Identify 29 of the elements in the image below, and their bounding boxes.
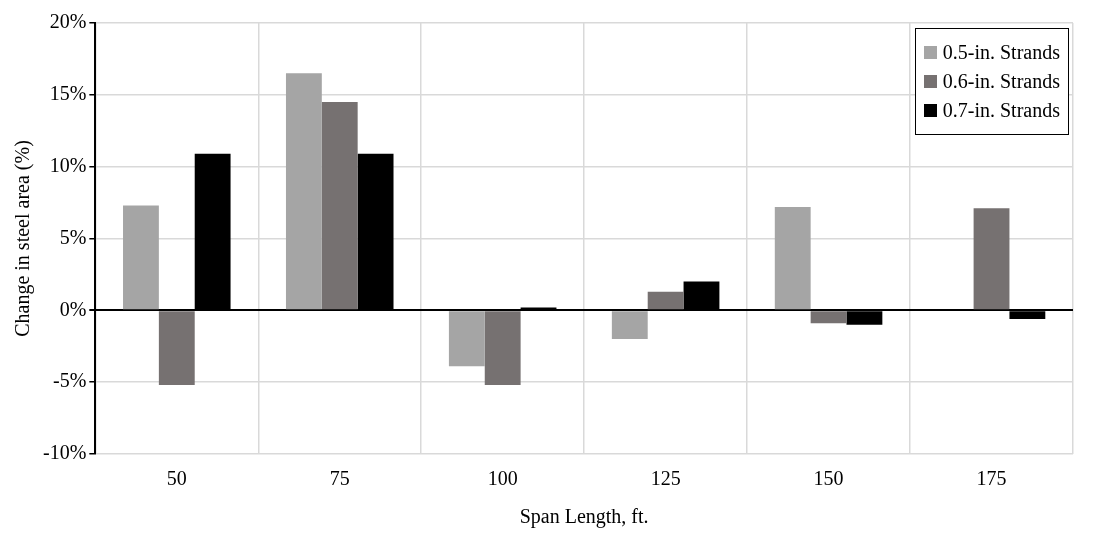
y-tick-label: -10% xyxy=(42,441,87,464)
x-tick-label: 125 xyxy=(650,467,681,490)
bar xyxy=(810,311,847,324)
x-tick-label: 150 xyxy=(813,467,844,490)
y-tick-label: 5% xyxy=(59,225,87,248)
bar xyxy=(647,291,684,310)
bar xyxy=(484,311,521,386)
legend-label: 0.5-in. Strands xyxy=(942,41,1060,64)
x-axis-title: Span Length, ft. xyxy=(519,505,649,529)
x-tick-label: 50 xyxy=(166,467,187,490)
x-tick-label: 100 xyxy=(487,467,518,490)
bar xyxy=(321,102,358,310)
y-axis-title: Change in steel area (%) xyxy=(11,140,35,337)
x-tick-label: 75 xyxy=(329,467,350,490)
bar xyxy=(158,311,195,386)
y-tick-label: 20% xyxy=(49,10,87,33)
y-tick-label: -5% xyxy=(52,369,87,392)
bar xyxy=(448,311,485,367)
bar xyxy=(611,311,648,340)
x-tick-label: 175 xyxy=(976,467,1007,490)
legend-label: 0.7-in. Strands xyxy=(942,99,1060,122)
bar xyxy=(774,206,811,310)
bar xyxy=(123,205,159,310)
y-tick-label: 15% xyxy=(49,82,87,105)
legend-label: 0.6-in. Strands xyxy=(942,70,1060,93)
bar xyxy=(973,208,1010,310)
y-tick-label: 0% xyxy=(59,297,87,320)
bar xyxy=(285,73,322,310)
y-tick-label: 10% xyxy=(49,153,87,176)
